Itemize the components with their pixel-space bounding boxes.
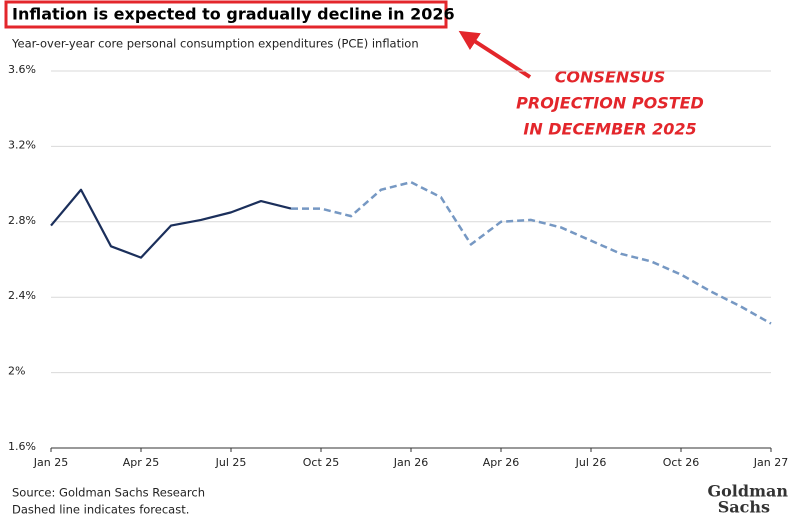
x-tick-label: Jul 25 bbox=[215, 456, 247, 469]
series-line bbox=[291, 180, 772, 325]
y-tick-label: 1.6% bbox=[8, 440, 36, 453]
annotation-arrow bbox=[458, 30, 532, 79]
logo: Goldman bbox=[707, 482, 788, 501]
x-tick-label: Oct 25 bbox=[303, 456, 340, 469]
source: Source: Goldman Sachs Research bbox=[12, 486, 205, 500]
x-tick-label: Apr 26 bbox=[483, 456, 520, 469]
y-tick-label: 2.4% bbox=[8, 289, 36, 302]
y-tick-label: 2% bbox=[8, 365, 25, 378]
y-tick-label: 3.6% bbox=[8, 63, 36, 76]
chart-subtitle: Year-over-year core personal consumption… bbox=[11, 37, 419, 51]
x-tick-label: Apr 25 bbox=[123, 456, 160, 469]
source: Dashed line indicates forecast. bbox=[12, 503, 189, 517]
title-box bbox=[4, 0, 448, 29]
chart-title: Inflation is expected to gradually decli… bbox=[12, 5, 455, 24]
y-tick-label: 3.2% bbox=[8, 138, 36, 151]
x-tick-label: Jan 25 bbox=[33, 456, 68, 469]
x-tick-label: Oct 26 bbox=[663, 456, 700, 469]
x-tick-label: Jul 26 bbox=[575, 456, 607, 469]
annotation-line: IN DECEMBER 2025 bbox=[523, 120, 696, 139]
y-tick-label: 2.8% bbox=[8, 214, 36, 227]
series-line bbox=[50, 188, 292, 259]
x-tick-label: Jan 26 bbox=[393, 456, 428, 469]
x-tick-label: Jan 27 bbox=[753, 456, 788, 469]
annotation: CONSENSUS PROJECTION POSTED IN DECEMBER 20… bbox=[516, 68, 704, 139]
logo: Sachs bbox=[718, 498, 770, 517]
annotation-line: PROJECTION POSTED bbox=[516, 94, 704, 113]
annotation-line: CONSENSUS bbox=[555, 68, 666, 87]
